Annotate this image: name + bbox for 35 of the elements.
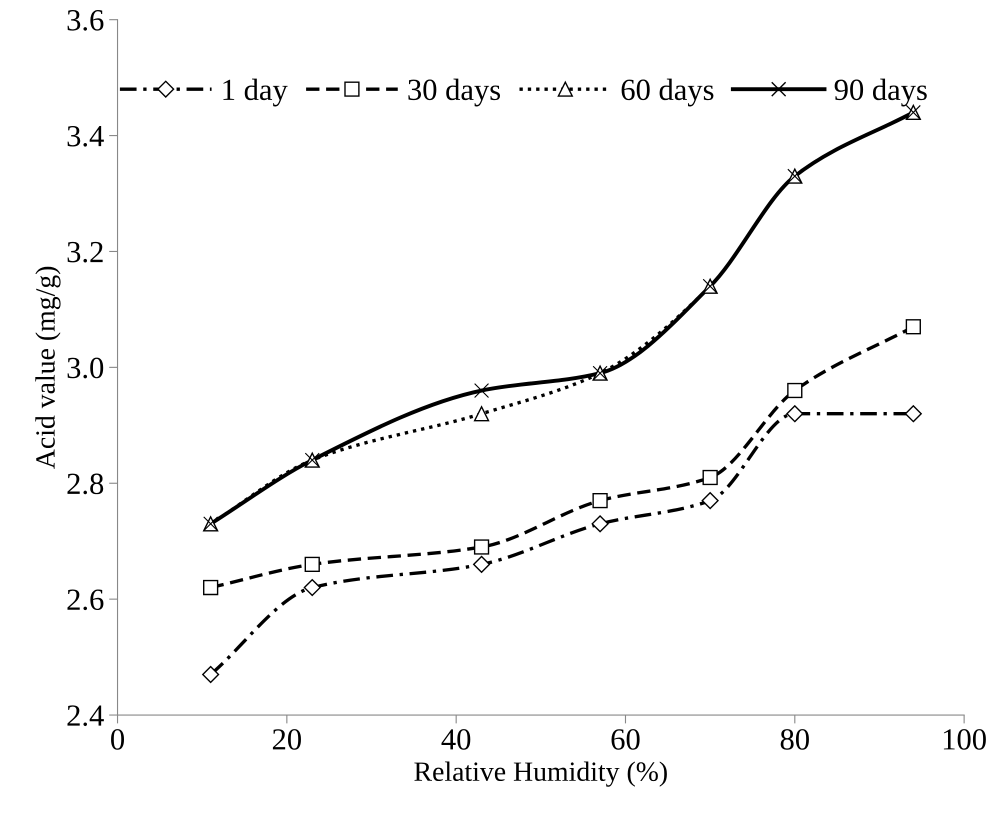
point [304,556,320,572]
x-axis-title: Relative Humidity (%) [414,762,667,787]
x-tick-label: 60 [612,729,640,750]
y-tick-label: 3.6 [68,10,104,31]
point [787,382,802,398]
point [592,493,608,508]
y-tick-label: 3.4 [68,126,104,147]
x-tick-label: 100 [944,729,986,750]
point [702,470,718,486]
point [906,319,921,334]
y-tick-label: 3.2 [68,242,103,262]
y-tick-label: 2.4 [67,705,104,726]
point [304,579,321,596]
y-tick-label: 2.8 [67,474,104,494]
point [904,405,922,422]
x-tick-label: 20 [272,729,301,750]
y-tick-label: 3.0 [68,358,104,378]
legend-label: 1 day [223,78,288,106]
point [702,492,719,510]
legend-label: 60 days [622,78,714,106]
point [474,406,490,422]
point [203,580,218,596]
x-tick-label: 80 [780,729,809,750]
point [474,539,490,555]
point [473,556,490,573]
legend-label: 30 days [408,78,500,106]
y-tick-label: 2.6 [67,590,104,610]
point [786,405,804,422]
point [592,515,609,532]
x-tick-label: 0 [111,729,124,750]
x-tick-label: 40 [441,729,470,750]
point [474,383,490,398]
point [202,666,220,684]
y-axis-title: Acid value (mg/g) [35,266,61,469]
legend-label: 90 days [834,78,927,106]
